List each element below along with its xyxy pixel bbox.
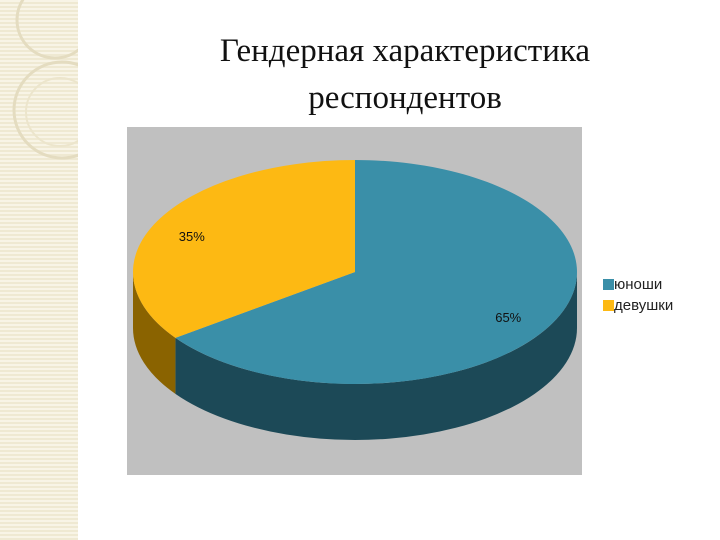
- legend-swatch: [603, 300, 614, 311]
- slice-side: [175, 272, 577, 440]
- legend-label: юноши: [614, 276, 662, 293]
- data-label: 35%: [179, 229, 205, 244]
- chart-title: Гендерная характеристика респондентов: [219, 33, 591, 116]
- slice-side: [133, 272, 176, 394]
- legend-swatch: [603, 279, 614, 290]
- legend-label: девушки: [614, 297, 673, 314]
- decor-strip: [0, 0, 78, 540]
- decor: [12, 0, 78, 160]
- slice: [132, 160, 355, 338]
- data-label: 65%: [495, 310, 521, 325]
- slice: [175, 160, 578, 384]
